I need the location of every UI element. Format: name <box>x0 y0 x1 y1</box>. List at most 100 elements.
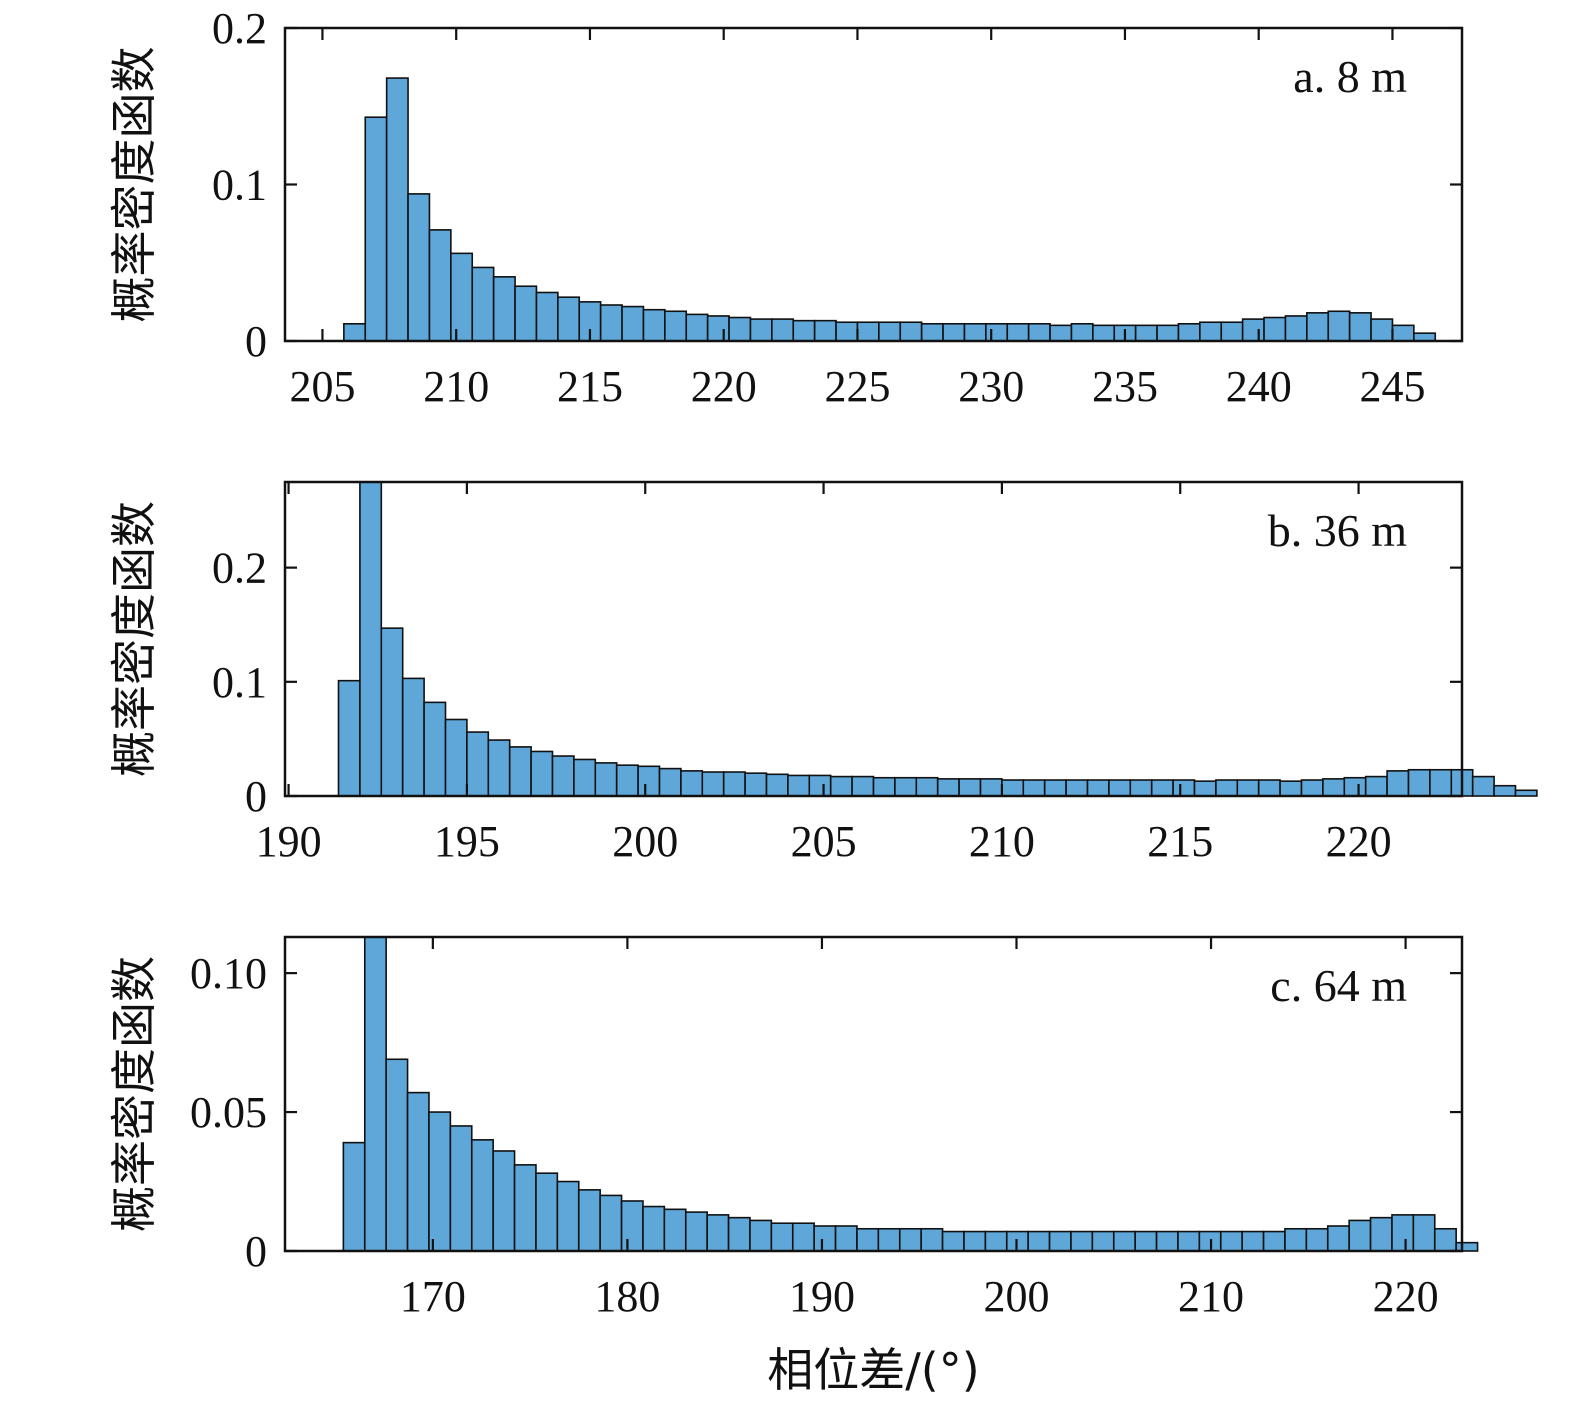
y-tick-label: 0.10 <box>190 949 267 998</box>
histogram-bar <box>599 304 623 342</box>
histogram-bar <box>722 771 746 797</box>
histogram-bar <box>1306 312 1330 342</box>
histogram-bar <box>343 322 367 342</box>
histogram-bar <box>1150 779 1174 797</box>
histogram-bar <box>1241 1230 1265 1252</box>
histogram-bar <box>813 319 837 342</box>
x-tick-label: 225 <box>824 362 890 411</box>
histogram-bar <box>685 313 709 342</box>
histogram-bar <box>556 1180 580 1252</box>
histogram-bar <box>963 1230 987 1252</box>
histogram-bar <box>984 1230 1008 1252</box>
histogram-bar <box>1172 779 1196 797</box>
histogram-bar <box>637 765 661 797</box>
y-axis-label: 概率密度函数 <box>107 47 161 323</box>
histogram-bar <box>599 1194 623 1252</box>
histogram-bar <box>1236 779 1260 797</box>
histogram-bar <box>958 778 982 797</box>
histogram-bar <box>894 776 918 797</box>
histogram-bar <box>985 322 1009 342</box>
x-axis-label: 相位差/(°) <box>767 1343 979 1397</box>
y-tick-label: 0.2 <box>212 4 267 53</box>
histogram-bar <box>872 776 896 797</box>
histogram-bar <box>1129 779 1153 797</box>
histogram-bar <box>1412 1214 1436 1252</box>
histogram-bar <box>1391 1214 1415 1252</box>
histogram-bar <box>1284 315 1308 342</box>
y-tick-label: 0 <box>245 1227 267 1276</box>
x-tick-label: 240 <box>1226 362 1292 411</box>
x-tick-label: 220 <box>1373 1272 1439 1321</box>
histogram-bar <box>915 776 939 797</box>
histogram-bar <box>1193 780 1217 797</box>
histogram-bar <box>1429 768 1453 797</box>
histogram-bar <box>1322 778 1346 797</box>
histogram-bar <box>363 936 387 1252</box>
x-tick-label: 210 <box>423 362 489 411</box>
histogram-bar <box>1493 784 1517 797</box>
histogram-bar <box>492 1150 516 1252</box>
histogram-bar <box>401 677 425 797</box>
histogram-bar <box>1348 1219 1372 1252</box>
panel-label: b. 36 m <box>1268 505 1408 556</box>
x-tick-label: 170 <box>400 1272 466 1321</box>
histogram-bar <box>1220 321 1244 342</box>
histogram-bar <box>1284 1227 1308 1252</box>
histogram-bar <box>749 1219 773 1252</box>
histogram-bar <box>1300 779 1324 797</box>
histogram-bar <box>856 321 880 342</box>
histogram-bar <box>492 276 516 342</box>
histogram-bar <box>728 316 752 342</box>
histogram-bar <box>701 771 725 797</box>
histogram-bar <box>770 1222 794 1252</box>
histogram-bar <box>594 762 618 797</box>
histogram-bar <box>406 1091 430 1252</box>
histogram-bar <box>942 322 966 342</box>
x-tick-label: 195 <box>434 817 500 866</box>
histogram-bar <box>771 318 795 342</box>
x-tick-label: 220 <box>1326 817 1392 866</box>
histogram-bar <box>1177 1230 1201 1252</box>
histogram-bar <box>508 746 532 797</box>
histogram-bar <box>835 321 859 342</box>
panel-label: c. 64 m <box>1270 960 1407 1011</box>
histogram-bar <box>551 755 575 797</box>
x-tick-label: 190 <box>256 817 322 866</box>
histogram-bar <box>1022 779 1046 797</box>
histogram-bar <box>577 1189 601 1252</box>
histogram-bar <box>337 679 361 797</box>
histogram-bar <box>684 1211 708 1252</box>
histogram-bar <box>1199 321 1223 342</box>
histogram-bar <box>1155 1230 1179 1252</box>
histogram-bar <box>1386 770 1410 797</box>
histogram-bar <box>444 718 468 797</box>
histogram-bar <box>535 291 559 342</box>
histogram-bar <box>1279 780 1303 797</box>
histogram-bar <box>898 1227 922 1252</box>
x-tick-label: 220 <box>691 362 757 411</box>
panel-a: 205 210 215 220 225 230 235 240 245 0 0.1 0.2 a. 8 m… <box>107 4 1464 411</box>
histogram-bar <box>936 778 960 797</box>
histogram-bar <box>385 1058 409 1252</box>
histogram-bar <box>1156 324 1180 342</box>
histogram-bar <box>979 778 1003 797</box>
histogram-bar <box>808 774 832 797</box>
histogram-bar <box>1112 1230 1136 1252</box>
histogram-bar <box>1134 1230 1158 1252</box>
histogram-bar <box>1215 779 1239 797</box>
histogram-bar <box>514 285 538 342</box>
histogram-bar <box>744 772 768 797</box>
x-tick-label: 215 <box>1147 817 1213 866</box>
histogram-bar <box>727 1216 751 1252</box>
x-tick-label: 235 <box>1092 362 1158 411</box>
y-axis-label: 概率密度函数 <box>107 956 161 1232</box>
histogram-bar <box>1027 1230 1051 1252</box>
histogram-bar <box>813 1225 837 1252</box>
histogram-bar <box>1092 324 1116 342</box>
histogram-bar <box>621 305 645 342</box>
histogram-bar <box>765 773 789 797</box>
x-tick-label: 245 <box>1359 362 1425 411</box>
histogram-bar <box>663 1208 687 1252</box>
histogram-bar <box>642 1205 666 1252</box>
